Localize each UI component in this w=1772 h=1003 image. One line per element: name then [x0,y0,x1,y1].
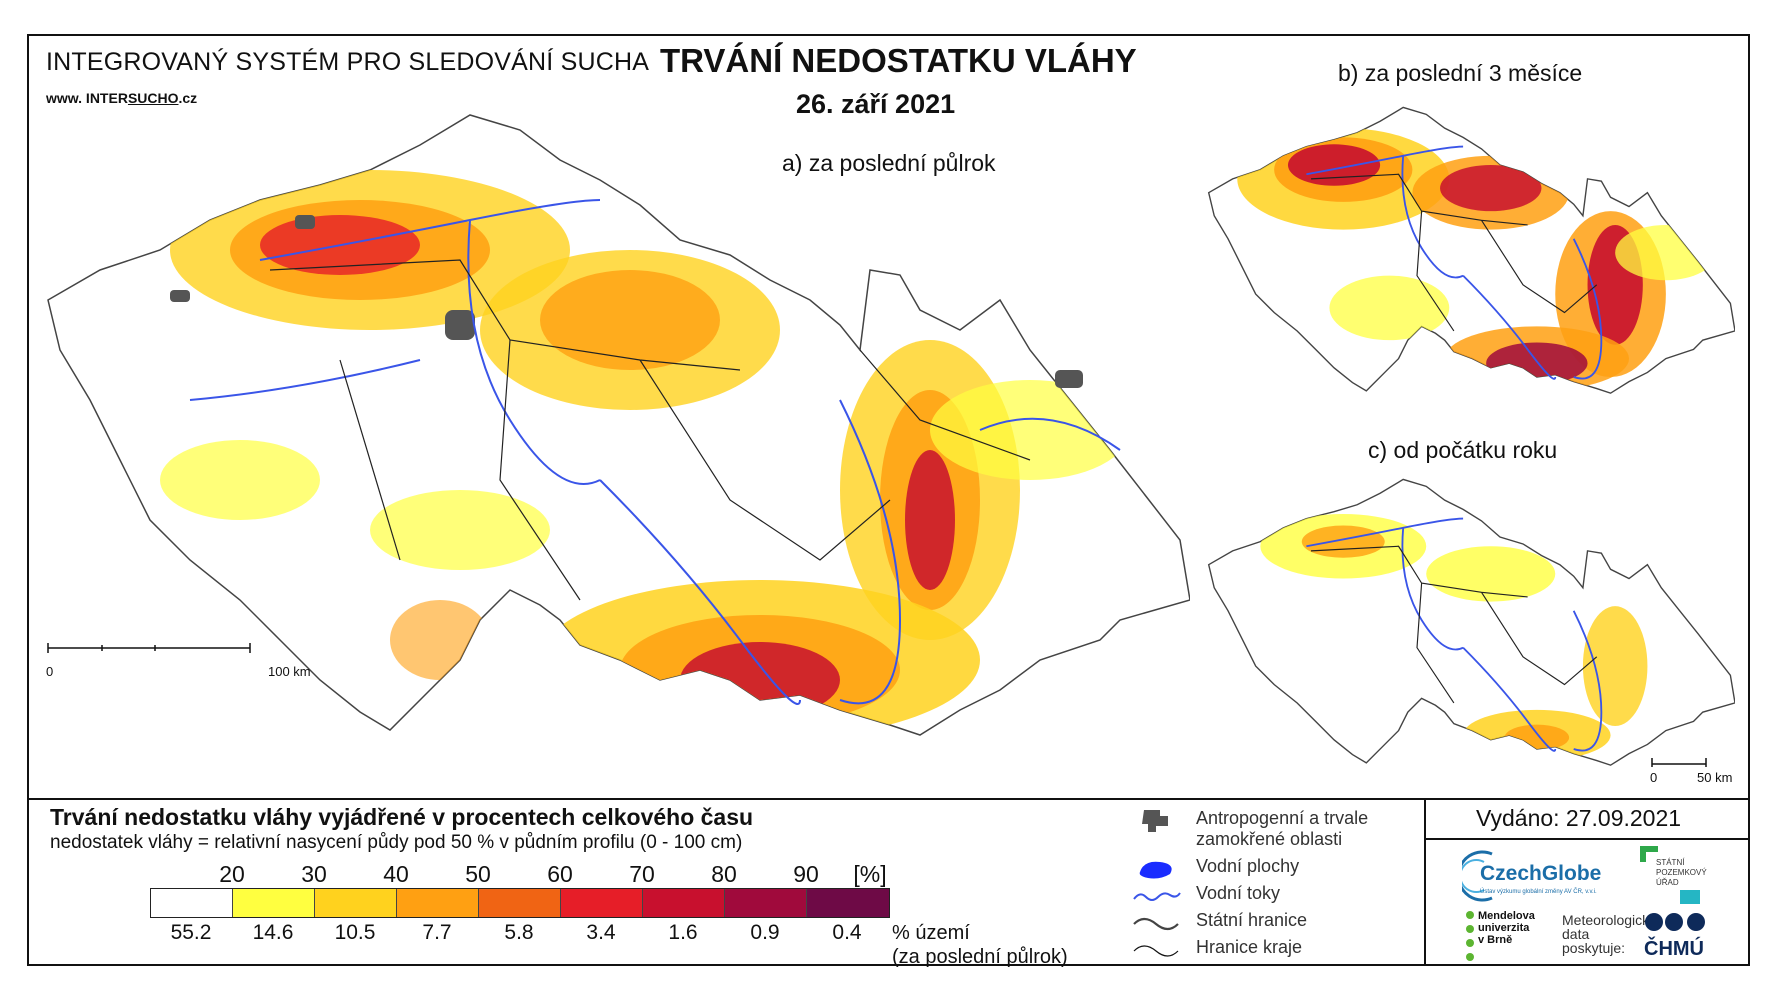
map-date: 26. září 2021 [796,89,956,119]
legend-swatch [725,889,807,917]
scale-a-start: 0 [46,664,54,679]
scale-a-end: 100 km [268,664,311,679]
state-border-icon [1133,917,1179,931]
spu-mark-icon [1680,890,1700,904]
legend-area-percent: 3.4 [586,921,616,944]
chmu-logo-icon [1645,913,1705,931]
mendel-university: Mendelova univerzita v Brně [1478,910,1535,946]
legend-area-percent: 5.8 [504,921,534,944]
legend-swatch [233,889,315,917]
legend-area-percent: 0.4 [832,921,862,944]
page-title: TRVÁNÍ NEDOSTATKU VLÁHY [660,42,1137,79]
chmu-name: ČHMÚ [1644,938,1704,960]
key-region-border: Hranice kraje [1130,937,1302,963]
water-stream-icon [1133,892,1181,901]
legend-swatch [561,889,643,917]
legend-area-percent: 0.9 [750,921,780,944]
scale-c-bar [1651,758,1707,767]
legend-subtitle: nedostatek vláhy = relativní nasycení pů… [50,832,743,853]
water-body-icon [1139,861,1172,879]
issued-date: Vydáno: 27.09.2021 [1476,805,1682,831]
meteo-data-label: Meteorologická data poskytuje: [1562,912,1657,956]
legend-area-percent: 55.2 [170,921,212,944]
spu-logo-icon [1640,846,1658,862]
legend-area-percent: 14.6 [252,921,294,944]
anthropogenic-icon [1142,810,1168,832]
key-anthropogenic: Antropogenní a trvale zamokřené oblasti [1130,808,1368,850]
legend-threshold-label: 30 [301,861,327,887]
system-title: INTEGROVANÝ SYSTÉM PRO SLEDOVÁNÍ SUCHA [46,48,650,76]
legend-title: Trvání nedostatku vláhy vyjádřené v proc… [50,804,754,830]
legend-swatch [315,889,397,917]
legend-swatch [807,889,889,917]
map-a [47,114,1190,736]
legend-swatch [643,889,725,917]
legend-area-percent: 7.7 [422,921,452,944]
map-b-label: b) za poslední 3 měsíce [1338,60,1583,86]
legend-area-percent: 10.5 [334,921,376,944]
key-water-streams: Vodní toky [1130,883,1280,909]
website-link[interactable]: www. INTERSUCHO.cz [46,90,198,106]
legend-threshold-label: 70 [629,861,655,887]
legend-area-percent: 1.6 [668,921,698,944]
spu-logo-text: STÁTNÍ POZEMKOVÝ ÚŘAD [1656,858,1707,887]
footer-divider [1424,798,1426,966]
map-a-label: a) za poslední půlrok [782,150,996,176]
key-state-border: Státní hranice [1130,910,1307,936]
mendel-dots-icon [1466,911,1474,961]
scale-c-start: 0 [1650,770,1658,785]
czechglobe-subtitle: Ústav výzkumu globální změny AV ČR, v.v.… [1480,889,1597,895]
scale-c-end: 50 km [1697,770,1733,785]
map-c [1207,478,1735,766]
legend-swatch [397,889,479,917]
legend-swatch [151,889,233,917]
map-b [1207,106,1735,394]
legend-swatch [479,889,561,917]
legend-color-scale [150,888,890,918]
issued-divider [1424,838,1750,840]
legend-threshold-label: 60 [547,861,573,887]
czechglobe-name: CzechGlobe [1480,862,1602,885]
legend-threshold-label: 20 [219,861,245,887]
czechglobe-logo-icon [1462,850,1493,902]
legend-threshold-label: 80 [711,861,737,887]
map-c-label: c) od počátku roku [1368,437,1558,463]
key-water-bodies: Vodní plochy [1130,856,1299,882]
legend-divider [27,798,1750,800]
legend-threshold-label: 90 [793,861,819,887]
legend-threshold-label: 50 [465,861,491,887]
legend-unit: [%] [853,861,887,887]
area-label: % území (za poslední půlrok) [892,922,1068,968]
legend-threshold-label: 40 [383,861,409,887]
region-border-icon [1133,945,1179,957]
